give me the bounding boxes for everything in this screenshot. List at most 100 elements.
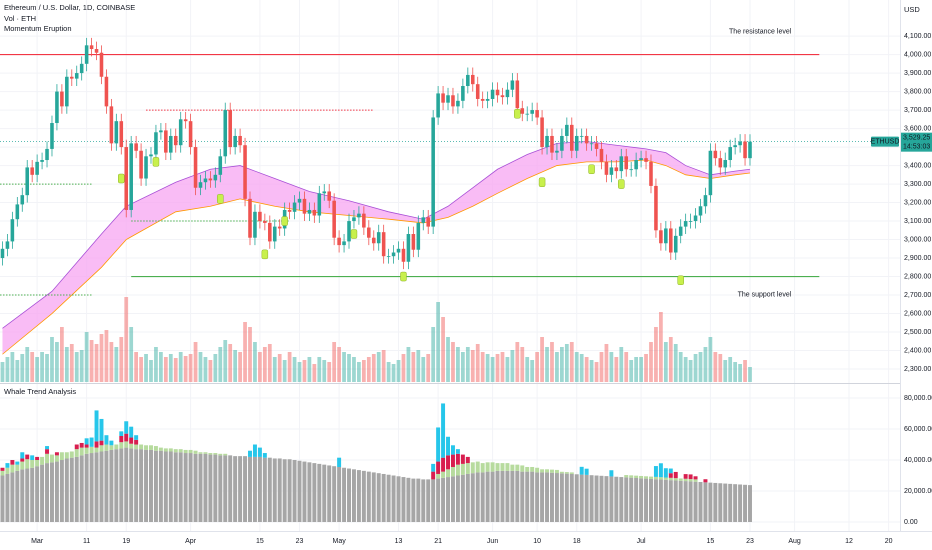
whale-bar	[436, 478, 441, 523]
y-tick-label: 0.00	[904, 519, 918, 526]
candle-body	[530, 110, 534, 114]
whale-bar	[450, 454, 455, 467]
candle-body	[35, 161, 39, 175]
whale-bar	[683, 478, 688, 482]
volume-bar	[94, 344, 99, 382]
x-tick-label: Aug	[788, 538, 801, 545]
candle-body	[535, 110, 539, 118]
whale-bar	[500, 463, 505, 471]
volume-bar	[728, 357, 733, 382]
x-tick-label: 15	[706, 538, 714, 545]
whale-bar	[668, 473, 673, 478]
price-tag	[901, 132, 932, 152]
candle-body	[461, 86, 465, 101]
whale-bar	[20, 461, 25, 470]
volume-bar	[490, 357, 495, 382]
whale-bar	[218, 455, 223, 523]
candle-body	[688, 221, 693, 222]
candle-body	[337, 237, 341, 246]
volume-bar	[30, 352, 35, 382]
volume-bar	[272, 357, 277, 382]
whale-bar	[84, 444, 89, 448]
whale-bar	[658, 479, 663, 523]
whale-bar	[535, 472, 540, 523]
whale-bar	[470, 473, 475, 523]
x-tick-label: 10	[533, 538, 541, 545]
candle-body	[89, 45, 94, 50]
whale-bar	[153, 450, 158, 523]
candle-body	[183, 119, 188, 122]
volume-bar	[460, 352, 465, 382]
whale-bar	[609, 470, 614, 477]
whale-bar	[69, 457, 74, 523]
whale-bar	[94, 441, 99, 448]
whale-bar	[668, 480, 673, 523]
whale-bar	[490, 471, 495, 523]
whale-bar	[69, 451, 74, 458]
whale-bar	[203, 453, 208, 523]
whale-bar	[624, 475, 629, 478]
volume-bar	[470, 350, 475, 382]
whale-bar	[109, 449, 114, 523]
candle-body	[0, 248, 5, 259]
y-tick-label: 3,100.00	[904, 218, 931, 225]
whale-bar	[604, 476, 609, 523]
candle-body	[693, 215, 698, 222]
volume-bar	[743, 360, 747, 382]
candle-body	[248, 198, 252, 238]
whale-bar	[99, 418, 104, 441]
volume-bar	[436, 302, 440, 382]
whale-bar	[609, 476, 614, 523]
whale-bar	[248, 456, 252, 523]
whale-bar	[129, 443, 134, 449]
whale-bar	[743, 484, 748, 523]
whale-bar	[431, 479, 436, 523]
whale-bar	[114, 444, 119, 450]
candle-body	[60, 91, 64, 107]
whale-bar	[421, 479, 426, 523]
candle-body	[367, 227, 371, 238]
currency-label: USD	[904, 5, 920, 14]
volume-bar	[693, 354, 698, 382]
volume-bar	[0, 362, 5, 382]
plot-layer: The resistance level The support level	[0, 0, 900, 531]
candle-body	[371, 237, 376, 244]
whale-bar	[129, 426, 134, 438]
candle-body	[604, 161, 609, 175]
volume-bar	[733, 362, 738, 382]
whale-bar	[45, 463, 50, 523]
whale-bar	[688, 479, 693, 482]
volume-bar	[317, 357, 322, 382]
whale-bar	[733, 484, 738, 523]
volume-bar	[649, 342, 653, 382]
y-tick-label: 80,000.00	[904, 395, 932, 402]
volume-bar	[332, 342, 337, 382]
candle-body	[203, 178, 208, 183]
whale-bar	[693, 476, 698, 480]
candle-body	[144, 156, 148, 179]
whale-bar	[356, 470, 361, 523]
candle-body	[149, 154, 153, 157]
whale-bar	[495, 463, 500, 471]
signal-marker	[588, 164, 595, 175]
candle-body	[654, 185, 658, 231]
volume-bar	[505, 357, 510, 382]
whale-bar	[485, 462, 490, 472]
volume-bar	[267, 344, 272, 382]
candle-body	[480, 98, 485, 101]
candle-body	[743, 141, 747, 159]
volume-bar	[55, 342, 59, 382]
whale-bar	[550, 472, 554, 523]
candle-body	[584, 135, 589, 144]
candle-body	[698, 206, 703, 216]
candle-body	[84, 45, 89, 64]
candle-body	[218, 156, 223, 175]
whale-bar	[366, 471, 371, 523]
whale-bar	[139, 444, 144, 450]
volume-bar	[84, 332, 89, 382]
volume-bar	[431, 327, 436, 382]
whale-bar	[302, 461, 307, 523]
whale-bar	[619, 477, 624, 523]
whale-bar	[505, 463, 510, 471]
